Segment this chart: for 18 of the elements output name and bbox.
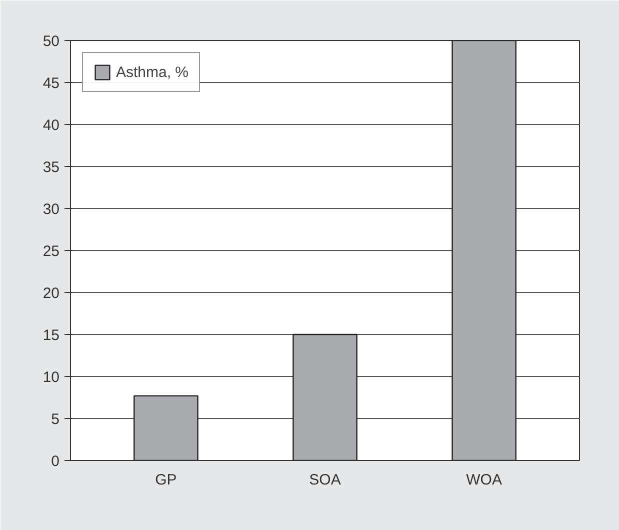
x-tick-label: WOA xyxy=(466,472,502,488)
y-tick-label: 50 xyxy=(42,33,60,50)
y-tick-label: 35 xyxy=(42,159,60,176)
bar xyxy=(292,334,358,460)
y-tick-label: 30 xyxy=(42,201,60,218)
y-tick-label: 40 xyxy=(42,117,60,134)
bar xyxy=(134,395,198,460)
y-tick-label: 15 xyxy=(42,327,60,344)
x-tick-label: GP xyxy=(155,472,177,488)
y-tick-label: 0 xyxy=(51,453,60,470)
y-tick-label: 20 xyxy=(42,285,60,302)
bar xyxy=(452,40,516,460)
legend-label: Asthma, % xyxy=(116,64,189,80)
y-tick-label: 25 xyxy=(42,243,60,260)
y-tick-label: 5 xyxy=(51,411,60,428)
y-tick-label: 10 xyxy=(42,369,60,386)
x-tick-label: SOA xyxy=(309,472,341,488)
y-tick-label: 45 xyxy=(42,75,60,92)
